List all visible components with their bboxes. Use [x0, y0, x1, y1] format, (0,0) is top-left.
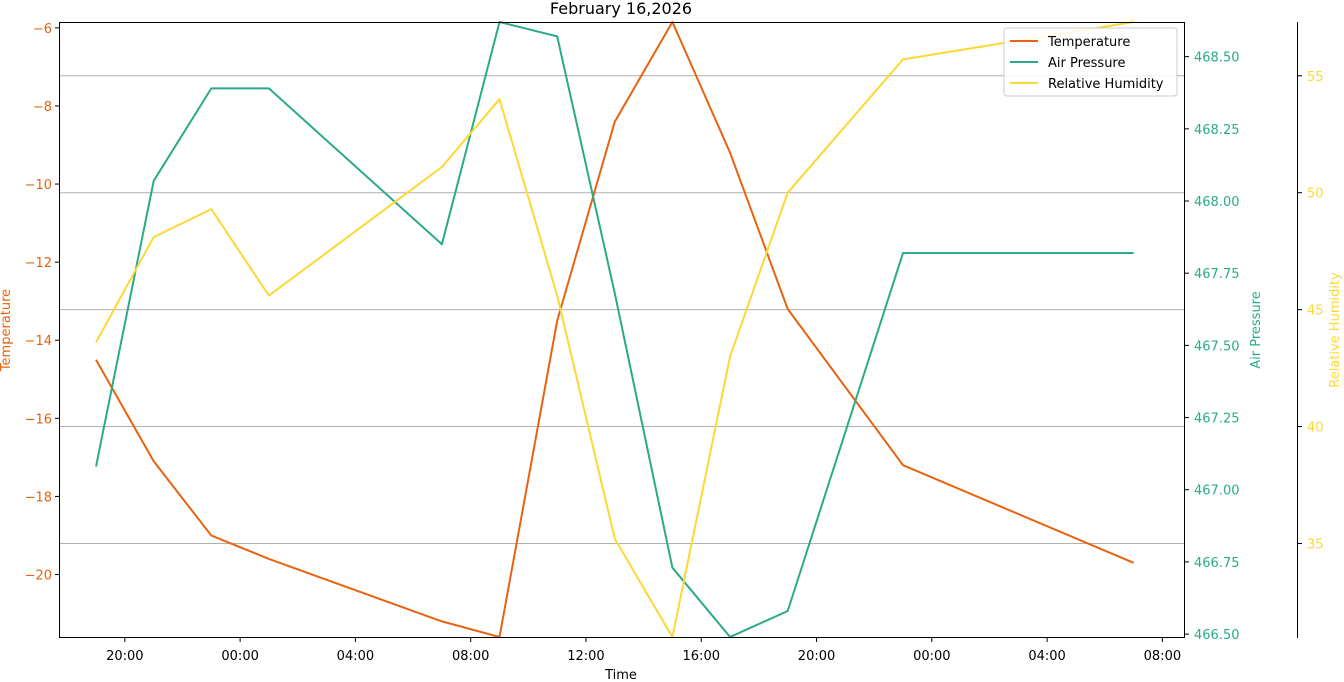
y-axis-label-pressure: Air Pressure	[1249, 291, 1264, 369]
y-tick-label: 467.00	[1194, 484, 1240, 499]
y-tick-label: 466.75	[1194, 556, 1240, 571]
y-axis-label-temperature: Temperature	[0, 289, 14, 372]
series-lines	[95, 21, 1134, 638]
y-tick-label: −12	[25, 256, 52, 271]
x-tick-label: 12:00	[567, 649, 604, 664]
x-tick-label: 20:00	[798, 649, 835, 664]
x-tick-label: 00:00	[221, 649, 258, 664]
y-tick-label: 467.75	[1194, 267, 1240, 282]
y-axis-pressure: 466.50 466.75 467.00 467.25 467.50 467.75 468.…	[1184, 51, 1240, 643]
y-tick-label: −20	[25, 569, 52, 584]
y-tick-label: −16	[25, 412, 52, 427]
y-tick-label: 467.25	[1194, 412, 1240, 427]
legend-entry: Relative Humidity	[1048, 77, 1164, 92]
y-tick-label: 55	[1307, 70, 1324, 85]
y-tick-label: −6	[33, 22, 52, 37]
y-tick-label: 40	[1307, 421, 1324, 436]
x-tick-label: 00:00	[913, 649, 950, 664]
y-tick-label: 468.25	[1194, 123, 1240, 138]
legend-entry: Air Pressure	[1048, 56, 1126, 71]
y-axis-temperature: −20 −18 −16 −14 −12 −10 −8 −6	[25, 22, 60, 584]
grid-lines	[60, 75, 1184, 544]
chart-title: February 16,2026	[550, 0, 692, 18]
legend-box	[1003, 27, 1178, 97]
y-tick-label: 35	[1307, 537, 1324, 552]
y-tick-label: 468.50	[1194, 51, 1240, 66]
y-tick-label: −10	[25, 178, 52, 193]
x-axis: 20:00 00:00 04:00 08:00 12:00 16:00 20:00 00:00…	[106, 637, 1181, 664]
y-tick-label: −14	[25, 334, 52, 349]
x-axis-label: Time	[604, 668, 637, 682]
y-tick-label: 468.00	[1194, 195, 1240, 210]
y-tick-label: −8	[33, 100, 52, 115]
series-line-air-pressure	[95, 21, 1134, 638]
y-tick-label: 466.50	[1194, 628, 1240, 643]
x-tick-label: 08:00	[452, 649, 489, 664]
y-tick-label: 50	[1307, 187, 1324, 202]
x-tick-label: 04:00	[1028, 649, 1065, 664]
series-line-temperature	[95, 21, 1134, 638]
x-tick-label: 20:00	[106, 649, 143, 664]
legend-entry: Temperature	[1047, 35, 1130, 50]
y-tick-label: −18	[25, 490, 52, 505]
y-axis-humidity: 35 40 45 50 55	[1297, 70, 1324, 552]
x-tick-label: 16:00	[683, 649, 720, 664]
x-tick-label: 08:00	[1144, 649, 1181, 664]
y-tick-label: 467.50	[1194, 339, 1240, 354]
series-line-relative-humidity	[95, 21, 1134, 638]
y-axis-label-humidity: Relative Humidity	[1328, 272, 1343, 388]
y-tick-label: 45	[1307, 304, 1324, 319]
x-tick-label: 04:00	[337, 649, 374, 664]
legend: Temperature Air Pressure Relative Humidity	[1003, 27, 1178, 97]
